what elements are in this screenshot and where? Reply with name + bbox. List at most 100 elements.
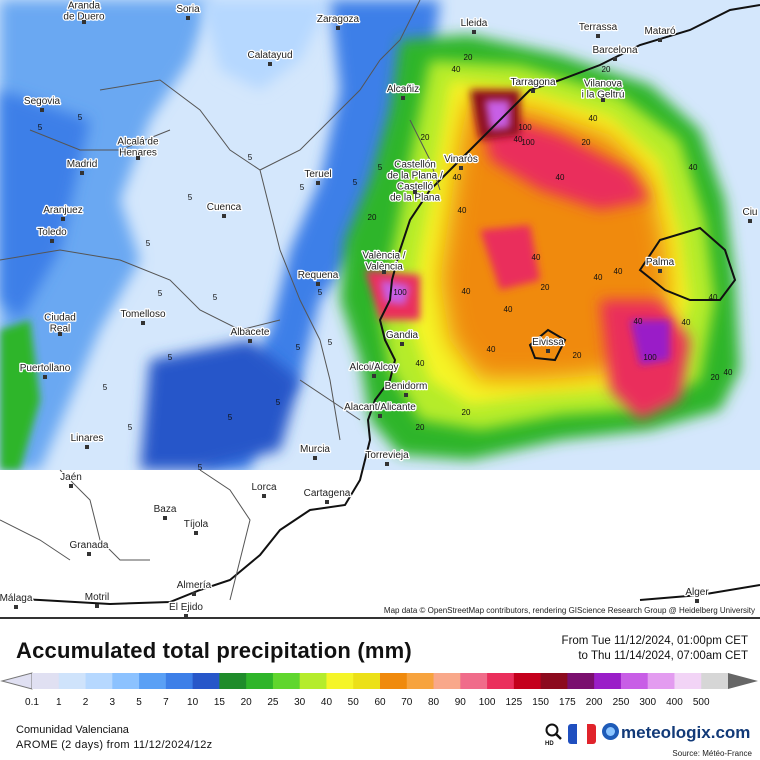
scale-swatch bbox=[487, 673, 515, 689]
contour-value-label: 5 bbox=[168, 353, 173, 362]
precip-area-red-center bbox=[480, 225, 540, 290]
precip-area-violet-valencia bbox=[380, 280, 410, 305]
city-marker bbox=[248, 339, 252, 343]
hd-search-icon[interactable]: HD bbox=[544, 722, 564, 746]
city-label: Gandia bbox=[386, 330, 419, 341]
scale-swatch bbox=[647, 673, 675, 689]
contour-value-label: 40 bbox=[634, 317, 643, 326]
city-marker bbox=[192, 592, 196, 596]
precip-area-violet-north bbox=[485, 100, 510, 130]
city-marker bbox=[43, 375, 47, 379]
city-label: València / València bbox=[362, 251, 405, 273]
city-label: Ciu bbox=[742, 207, 757, 218]
contour-value-label: 5 bbox=[353, 178, 358, 187]
city-marker bbox=[313, 456, 317, 460]
contour-value-label: 20 bbox=[541, 283, 550, 292]
city-marker bbox=[87, 552, 91, 556]
scale-arrow-left bbox=[0, 672, 33, 690]
city-label: Alcañiz bbox=[387, 84, 419, 95]
map-canvas: 5555555555555555555202020202020202020204… bbox=[0, 0, 760, 617]
city-label: Eivissa bbox=[532, 337, 564, 348]
contour-value-label: 40 bbox=[709, 293, 718, 302]
city-marker bbox=[262, 494, 266, 498]
city-label: Albacete bbox=[231, 327, 270, 338]
contour-value-label: 40 bbox=[556, 173, 565, 182]
city-label: Jaén bbox=[60, 472, 82, 483]
scale-label: 60 bbox=[374, 697, 386, 708]
ibiza-coast bbox=[528, 328, 567, 362]
scale-label: 20 bbox=[240, 697, 252, 708]
scale-swatch bbox=[139, 673, 167, 689]
city-label: Linares bbox=[71, 433, 104, 444]
city-label: Vinaròs bbox=[444, 154, 478, 165]
contour-value-label: 40 bbox=[504, 305, 513, 314]
city-marker bbox=[80, 171, 84, 175]
scale-label: 150 bbox=[532, 697, 549, 708]
city-label: Alcalá de Henares bbox=[117, 137, 159, 159]
city-marker bbox=[531, 89, 535, 93]
region-name: Comunidad Valenciana bbox=[16, 724, 129, 736]
scale-label: 100 bbox=[478, 697, 496, 708]
city-marker bbox=[58, 332, 62, 336]
scale-label: 80 bbox=[427, 697, 440, 708]
data-source: Source: Météo-France bbox=[672, 749, 752, 758]
city-label: Barcelona bbox=[592, 45, 637, 56]
scale-label: 3 bbox=[109, 697, 116, 708]
city-marker bbox=[404, 393, 408, 397]
map-title: Accumulated total precipitation (mm) bbox=[16, 638, 412, 663]
scale-label: 250 bbox=[612, 697, 630, 708]
contour-value-label: 5 bbox=[213, 293, 218, 302]
contour-value-label: 40 bbox=[532, 253, 541, 262]
city-marker bbox=[268, 62, 272, 66]
city-marker bbox=[136, 156, 140, 160]
contour-value-label: 5 bbox=[158, 289, 163, 298]
scale-label: 50 bbox=[347, 697, 359, 708]
map-attribution[interactable]: Map data © OpenStreetMap contributors, r… bbox=[380, 605, 758, 616]
city-marker bbox=[372, 374, 376, 378]
city-marker bbox=[385, 462, 389, 466]
city-label: Tomelloso bbox=[120, 309, 165, 320]
city-label: Vilanova i la Geltrú bbox=[582, 79, 625, 101]
city-layer: Aranda de Duero Soria Zaragoza Lleida Terrass… bbox=[0, 0, 759, 617]
africa-coast bbox=[639, 584, 760, 601]
city-label: Alcoi/Alcoy bbox=[350, 362, 399, 373]
contour-value-label: 5 bbox=[300, 183, 305, 192]
city-label: Ciudad Real bbox=[44, 313, 76, 335]
contour-value-label: 5 bbox=[328, 338, 333, 347]
city-label: Soria bbox=[176, 4, 200, 15]
scale-label: 7 bbox=[163, 697, 169, 708]
scale-label: 25 bbox=[267, 697, 279, 708]
city-label: Cartagena bbox=[304, 488, 351, 499]
scale-swatch bbox=[192, 673, 220, 689]
city-label: Teruel bbox=[304, 169, 331, 180]
precip-area-purple-south bbox=[630, 320, 670, 365]
period-from: From Tue 11/12/2024, 01:00pm CET bbox=[561, 635, 748, 647]
contour-value-label: 5 bbox=[248, 153, 253, 162]
city-label: Granada bbox=[70, 540, 109, 551]
city-label: Puertollano bbox=[20, 363, 71, 374]
city-marker bbox=[378, 414, 382, 418]
city-marker bbox=[613, 57, 617, 61]
scale-swatch bbox=[272, 673, 301, 689]
city-marker bbox=[472, 30, 476, 34]
scale-swatch bbox=[58, 673, 87, 689]
scale-label: 400 bbox=[666, 697, 683, 708]
scale-swatch bbox=[540, 673, 568, 689]
city-label: El Ejido bbox=[169, 602, 203, 613]
scale-label: 125 bbox=[505, 697, 523, 708]
city-marker bbox=[658, 38, 662, 42]
scale-label: 1 bbox=[55, 697, 62, 708]
scale-swatch bbox=[433, 673, 461, 689]
contour-value-label: 5 bbox=[128, 423, 133, 432]
precipitation-map[interactable]: 5 5 5 5 5 5 5 5 5 5 5 5 5 5 5 5 5 5 5 20 20 20 20 20 20 20 20 20 20 4… bbox=[0, 0, 760, 617]
city-label: Lorca bbox=[251, 482, 276, 493]
contour-value-label: 5 bbox=[146, 239, 151, 248]
contour-value-label: 40 bbox=[682, 318, 691, 327]
scale-label: 5 bbox=[136, 697, 142, 708]
city-marker bbox=[382, 270, 386, 274]
scale-swatch bbox=[32, 673, 60, 689]
city-marker bbox=[184, 614, 188, 617]
city-marker bbox=[85, 445, 89, 449]
city-marker bbox=[194, 531, 198, 535]
brand-link[interactable]: meteologix.com bbox=[602, 723, 750, 743]
